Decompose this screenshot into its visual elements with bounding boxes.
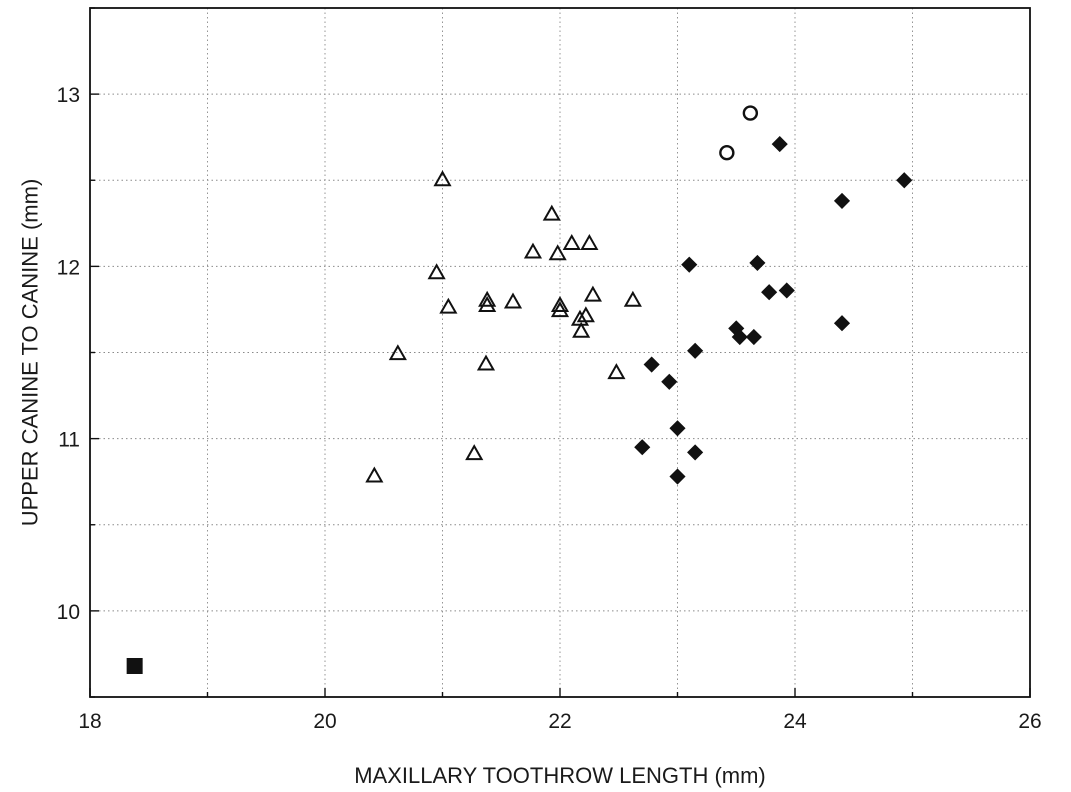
triangle-point xyxy=(523,242,543,259)
triangle-point xyxy=(388,344,407,361)
circle-point xyxy=(742,105,759,121)
diamond-point xyxy=(745,328,762,346)
circle-point xyxy=(719,144,735,161)
diamond-point xyxy=(643,356,660,373)
diamond-point xyxy=(761,284,778,301)
triangle-point xyxy=(623,290,642,307)
diamond-point xyxy=(661,373,678,390)
x-tick-label: 26 xyxy=(1018,710,1041,733)
triangle-point xyxy=(550,295,570,312)
diamond-point xyxy=(634,439,651,456)
x-tick-label: 22 xyxy=(548,710,571,733)
triangle-point xyxy=(478,295,497,312)
triangle-point xyxy=(550,301,570,318)
square-point xyxy=(126,657,143,674)
diamond-point xyxy=(687,444,704,461)
triangle-point xyxy=(465,444,484,461)
grid-lines xyxy=(90,8,1030,697)
diamond-point xyxy=(833,192,851,209)
triangle-point xyxy=(365,466,384,483)
y-tick-label: 12 xyxy=(57,256,80,279)
y-tick-label: 13 xyxy=(57,84,80,107)
diamond-point xyxy=(669,420,686,437)
triangle-point xyxy=(583,285,602,302)
triangle-point xyxy=(576,306,595,323)
x-axis-tick-labels: 18 20 22 24 26 xyxy=(78,710,1041,733)
triangle-point xyxy=(478,290,497,307)
triangle-point xyxy=(433,170,452,187)
diamond-point xyxy=(896,172,913,189)
y-tick-label: 11 xyxy=(58,429,80,452)
triangle-point xyxy=(572,321,591,338)
triangle-point xyxy=(607,363,626,380)
diamond-point xyxy=(731,328,748,346)
triangle-point xyxy=(562,233,581,250)
diamond-point xyxy=(749,254,766,271)
y-tick-label: 10 xyxy=(57,601,80,624)
triangle-point xyxy=(427,263,446,280)
triangle-point xyxy=(542,204,561,221)
diamond-point xyxy=(681,256,698,273)
diamond-point xyxy=(771,136,788,153)
x-tick-label: 20 xyxy=(313,710,336,733)
diamond-point xyxy=(669,468,686,485)
triangle-point xyxy=(476,354,496,371)
triangle-point xyxy=(503,292,523,309)
diamond-point xyxy=(833,315,851,332)
x-axis-title: MAXILLARY TOOTHROW LENGTH (mm) xyxy=(354,763,766,788)
diamond-point xyxy=(687,342,704,359)
x-tick-label: 18 xyxy=(78,710,101,733)
diamond-point xyxy=(778,282,795,299)
x-tick-label: 24 xyxy=(783,710,807,733)
data-points xyxy=(126,105,913,674)
axis-ticks xyxy=(89,7,1031,698)
y-axis-title: UPPER CANINE TO CANINE (mm) xyxy=(18,179,43,527)
triangle-point xyxy=(580,233,599,250)
triangle-point xyxy=(439,297,458,314)
y-axis-tick-labels: 10 11 12 13 xyxy=(57,84,80,624)
triangle-point xyxy=(548,244,567,261)
